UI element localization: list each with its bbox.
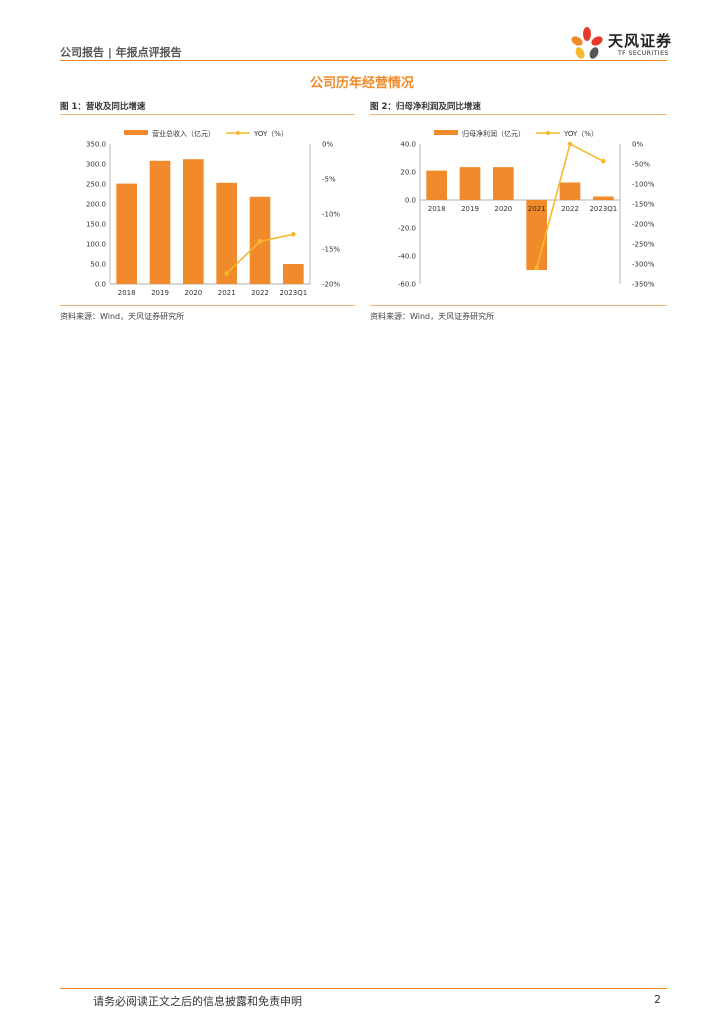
x-tick-label: 2023Q1 bbox=[279, 289, 307, 297]
y-left-tick-label: 350.0 bbox=[86, 141, 106, 149]
legend-bar-swatch bbox=[434, 130, 458, 135]
yoy-point bbox=[257, 239, 263, 244]
logo-flower-icon bbox=[571, 27, 603, 59]
x-tick-label: 2021 bbox=[218, 289, 236, 297]
yoy-point bbox=[224, 271, 229, 276]
company-logo: 天风证券 TF SECURITIES bbox=[568, 26, 678, 60]
bar-2019 bbox=[149, 160, 171, 284]
y-right-tick-label: -300% bbox=[632, 261, 655, 269]
x-tick-label: 2021 bbox=[528, 205, 546, 213]
y-right-tick-label: -10% bbox=[322, 211, 340, 219]
legend-line-marker bbox=[546, 131, 550, 135]
y-right-tick-label: 0% bbox=[322, 141, 333, 149]
y-right-tick-label: -150% bbox=[632, 201, 655, 209]
y-left-tick-label: 40.0 bbox=[400, 141, 416, 149]
section-title: 公司历年经营情况 bbox=[309, 76, 414, 91]
yoy-point bbox=[567, 141, 573, 147]
bar-2022 bbox=[559, 182, 581, 200]
figure-1-chart: 营业总收入（亿元） YOY（%） 0.0 50.0 100.0 150.0 200.0 250… bbox=[86, 129, 340, 297]
figure-1-bottom-rule bbox=[60, 305, 355, 306]
x-tick-label: 2022 bbox=[251, 289, 269, 297]
y-right-tick-label: -250% bbox=[632, 241, 655, 249]
bar-2018 bbox=[116, 183, 137, 284]
yoy-point bbox=[534, 265, 539, 271]
header-divider bbox=[60, 60, 667, 61]
page-number: 2 bbox=[654, 993, 661, 1006]
x-tick-label: 2020 bbox=[184, 289, 202, 297]
y-right-tick-label: -15% bbox=[322, 246, 340, 254]
y-left-tick-label: -60.0 bbox=[398, 281, 416, 289]
y-left-tick-label: 0.0 bbox=[405, 197, 416, 205]
figure-2-chart: 归母净利润（亿元） YOY（%） 40.0 20.0 0.0 -20.0 -40.0 -60.… bbox=[398, 129, 655, 289]
bar-2019 bbox=[459, 167, 481, 200]
yoy-point bbox=[601, 158, 606, 164]
y-left-tick-label: 300.0 bbox=[86, 161, 106, 169]
figure-2-title: 图 2：归母净利润及同比增速 bbox=[370, 102, 481, 112]
figure-1-source: 资料来源：Wind，天风证券研究所 bbox=[60, 312, 185, 321]
y-right-tick-label: -5% bbox=[322, 176, 336, 184]
figure-1-top-rule bbox=[60, 114, 355, 115]
y-left-tick-label: -20.0 bbox=[398, 225, 416, 233]
figure-1-title: 图 1：营收及同比增速 bbox=[60, 102, 146, 112]
x-tick-label: 2018 bbox=[428, 205, 446, 213]
footer-divider bbox=[60, 988, 667, 989]
y-right-tick-label: -100% bbox=[632, 181, 655, 189]
y-right-tick-label: -50% bbox=[632, 161, 650, 169]
logo-en-text: TF SECURITIES bbox=[618, 50, 669, 57]
legend-bar-label: 营业总收入（亿元） bbox=[152, 129, 215, 138]
y-left-tick-label: 250.0 bbox=[86, 181, 106, 189]
bar-2020 bbox=[183, 159, 204, 284]
report-category: 公司报告 | 年报点评报告 bbox=[60, 46, 182, 59]
bar-2021 bbox=[526, 200, 547, 270]
logo-cn-text: 天风证券 bbox=[608, 32, 673, 50]
footer-disclaimer: 请务必阅读正文之后的信息披露和免责申明 bbox=[93, 995, 302, 1008]
bar-2023Q1 bbox=[283, 264, 304, 284]
legend-line-label: YOY（%） bbox=[563, 130, 598, 138]
x-tick-label: 2022 bbox=[561, 205, 579, 213]
y-right-tick-label: -200% bbox=[632, 221, 655, 229]
y-right-tick-label: -350% bbox=[632, 281, 655, 289]
y-left-tick-label: 150.0 bbox=[86, 221, 106, 229]
y-left-tick-label: 0.0 bbox=[95, 281, 106, 289]
bar-2020 bbox=[493, 167, 514, 200]
legend-line-label: YOY（%） bbox=[253, 130, 288, 138]
y-left-tick-label: 200.0 bbox=[86, 201, 106, 209]
yoy-point bbox=[291, 232, 296, 237]
y-left-tick-label: 100.0 bbox=[86, 241, 106, 249]
legend-line-marker bbox=[236, 131, 240, 135]
y-right-tick-label: 0% bbox=[632, 141, 643, 149]
y-left-tick-label: -40.0 bbox=[398, 253, 416, 261]
bar-2023Q1 bbox=[593, 196, 614, 200]
legend-bar-swatch bbox=[124, 130, 148, 135]
x-tick-label: 2020 bbox=[494, 205, 512, 213]
figure-2-top-rule bbox=[370, 114, 667, 115]
x-tick-label: 2018 bbox=[118, 289, 136, 297]
y-left-tick-label: 20.0 bbox=[400, 169, 416, 177]
y-right-tick-label: -20% bbox=[322, 281, 340, 289]
y-left-tick-label: 50.0 bbox=[90, 261, 106, 269]
bar-2018 bbox=[426, 170, 447, 200]
figure-2-source: 资料来源：Wind，天风证券研究所 bbox=[370, 312, 495, 321]
legend-bar-label: 归母净利润（亿元） bbox=[462, 129, 525, 138]
x-tick-label: 2023Q1 bbox=[589, 205, 617, 213]
x-tick-label: 2019 bbox=[461, 205, 479, 213]
figure-2-bottom-rule bbox=[370, 305, 667, 306]
x-tick-label: 2019 bbox=[151, 289, 169, 297]
bar-2021 bbox=[216, 182, 237, 284]
